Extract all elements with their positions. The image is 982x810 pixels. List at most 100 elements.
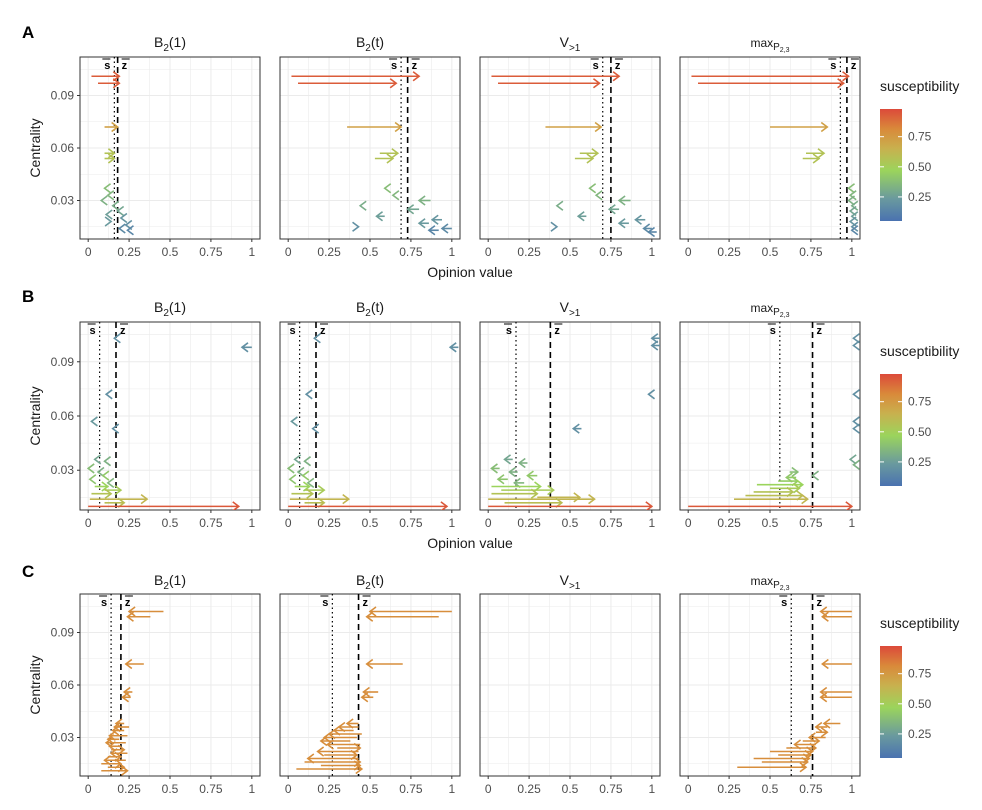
s-mean-label: s [391, 60, 397, 72]
row-label: C [22, 562, 34, 581]
x-tick-label: 1 [248, 782, 255, 796]
susceptibility-legend: susceptibility 0.75 0.50 0.25 [880, 615, 959, 758]
data-arrow [650, 333, 660, 344]
data-arrow [819, 692, 852, 703]
arrow-layer [286, 333, 459, 510]
arrow-head [848, 454, 857, 465]
arrow-head [104, 488, 113, 499]
panel-title: B2(t) [356, 34, 384, 54]
x-tick-label: 0.75 [799, 516, 823, 530]
arrow-head [368, 606, 377, 617]
data-arrow [847, 183, 856, 194]
data-arrow [391, 190, 400, 201]
arrow-head [792, 483, 801, 494]
arrow-head [427, 225, 436, 236]
chart-row-B: B Centrality B2(1) 0 0.25 0.5 0.75 1 0.03 0.06 0.0… [22, 287, 959, 551]
x-tick-label: 1 [248, 516, 255, 530]
arrow-head [607, 204, 616, 215]
arrow-head [114, 484, 123, 496]
arrow-head [120, 765, 129, 776]
chart-row-C: C Centrality B2(1) 0 0.25 0.5 0.75 1 0.03 0.06 0.0… [22, 562, 959, 796]
susceptibility-legend: susceptibility 0.75 0.50 0.25 [880, 78, 959, 221]
data-arrow [90, 416, 98, 427]
arrow-head [821, 658, 829, 670]
x-tick-label: 0.25 [717, 245, 741, 259]
colorbar-tick-label: 0.25 [908, 190, 932, 204]
x-tick-label: 0 [485, 245, 492, 259]
arrow-head [817, 148, 826, 159]
data-arrow [815, 727, 829, 738]
arrow-head [386, 153, 395, 164]
arrow-head [850, 221, 859, 232]
arrow-head [290, 416, 298, 427]
data-arrow [104, 209, 113, 220]
data-arrow [852, 423, 860, 434]
data-arrow [99, 195, 108, 206]
x-tick-label: 0.75 [799, 782, 823, 796]
arrow-head [112, 78, 121, 89]
arrow-head [812, 153, 821, 164]
x-tick-label: 1 [448, 516, 455, 530]
x-tick-label: 0.25 [117, 782, 141, 796]
y-axis-title: Centrality [27, 655, 43, 714]
panel-A-2: B2(t) 0 0.25 0.5 0.75 1 s z [279, 34, 461, 259]
x-tick-label: 0.25 [517, 782, 541, 796]
data-arrow [555, 200, 564, 211]
arrow-head [517, 457, 526, 469]
data-arrow [288, 474, 297, 485]
panel-title: B2(1) [154, 34, 186, 54]
panel-B-4: maxP2,3 0 0.25 0.5 0.75 1 s z [679, 301, 861, 530]
data-arrow [98, 78, 121, 89]
arrow-head [588, 494, 596, 505]
colorbar-tick-label: 0.50 [908, 697, 932, 711]
arrow-head [306, 477, 315, 489]
arrow-head [112, 71, 121, 82]
x-tick-label: 0 [285, 516, 292, 530]
z-mean-label: z [412, 60, 418, 72]
arrow-head [617, 218, 626, 229]
arrow-head [591, 148, 600, 159]
arrow-head [526, 470, 534, 481]
legend-title: susceptibility [880, 343, 959, 359]
data-arrow [490, 463, 500, 474]
y-tick-label: 0.03 [51, 194, 75, 208]
x-tick-label: 0.75 [199, 245, 223, 259]
arrow-head [293, 454, 302, 465]
data-arrow [116, 205, 125, 217]
arrow-head [124, 658, 133, 670]
x-tick-label: 0.5 [562, 516, 579, 530]
arrow-head [101, 481, 110, 492]
arrow-head [594, 121, 603, 133]
panel-B-2: B2(t) 0 0.25 0.5 0.75 1 s z [279, 299, 461, 530]
arrow-layer [688, 333, 860, 510]
data-arrow [306, 477, 315, 489]
arrow-head [821, 611, 829, 622]
data-arrow [127, 606, 164, 617]
data-arrow [362, 686, 379, 698]
s-mean-label: s [104, 60, 110, 72]
data-arrow [240, 342, 252, 353]
data-arrow [288, 501, 449, 510]
panel-title: V>1 [560, 572, 581, 592]
arrow-head [317, 484, 326, 496]
data-arrow [501, 484, 555, 496]
x-tick-label: 1 [448, 782, 455, 796]
arrow-head [104, 209, 113, 220]
panel-B-3: V>1 0 0.25 0.5 0.75 1 s z [479, 299, 661, 530]
data-arrow [104, 216, 113, 227]
arrow-head [383, 183, 392, 194]
data-arrow [117, 223, 126, 234]
data-arrow [119, 212, 128, 224]
arrow-head [647, 226, 656, 238]
panel-C-2: B2(t) 0 0.25 0.5 0.75 1 s z [279, 572, 461, 796]
z-mean-label: z [120, 325, 126, 337]
arrow-head [791, 466, 800, 478]
arrow-layer [291, 71, 452, 236]
data-arrow [126, 611, 151, 622]
data-arrow [488, 501, 654, 510]
arrow-head [594, 190, 603, 201]
data-arrow [365, 658, 403, 670]
data-arrow [304, 389, 313, 400]
arrow-head [508, 466, 516, 478]
arrow-head [140, 494, 149, 505]
